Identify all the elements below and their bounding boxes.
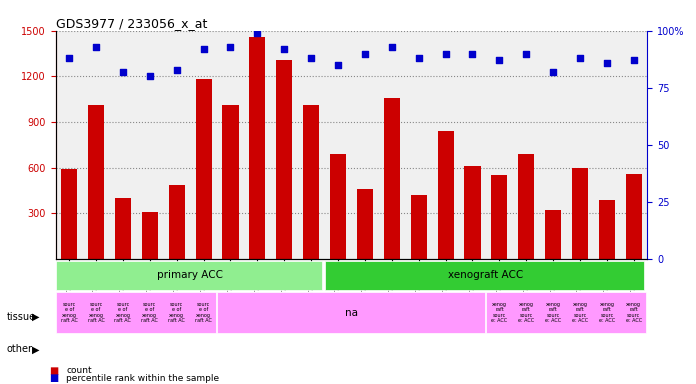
Text: GDS3977 / 233056_x_at: GDS3977 / 233056_x_at <box>56 17 207 30</box>
Bar <box>438 131 454 259</box>
Bar <box>383 98 400 259</box>
Text: sourc
e of
xenog
raft AC: sourc e of xenog raft AC <box>141 302 158 323</box>
Point <box>628 57 640 63</box>
Text: percentile rank within the sample: percentile rank within the sample <box>66 374 219 383</box>
Point <box>494 57 505 63</box>
Bar <box>464 166 480 259</box>
Text: primary ACC: primary ACC <box>157 270 223 280</box>
Text: na: na <box>345 308 358 318</box>
Bar <box>572 168 588 259</box>
Bar <box>491 175 507 259</box>
Bar <box>303 105 319 259</box>
Text: sourc
e of
xenog
raft AC: sourc e of xenog raft AC <box>88 302 104 323</box>
Text: ■: ■ <box>49 366 58 376</box>
Bar <box>357 189 373 259</box>
Point <box>521 50 532 56</box>
Point <box>144 73 155 79</box>
FancyBboxPatch shape <box>217 292 484 333</box>
Text: sourc
e of
xenog
raft AC: sourc e of xenog raft AC <box>114 302 132 323</box>
Point <box>359 50 370 56</box>
Text: sourc
e of
xenog
raft AC: sourc e of xenog raft AC <box>195 302 212 323</box>
Text: xenog
raft
sourc
e: ACC: xenog raft sourc e: ACC <box>545 302 561 323</box>
Point <box>171 66 182 73</box>
Bar <box>88 105 104 259</box>
Bar <box>411 195 427 259</box>
Text: sourc
e of
xenog
raft AC: sourc e of xenog raft AC <box>61 302 77 323</box>
Point <box>63 55 74 61</box>
Text: xenograft ACC: xenograft ACC <box>448 270 523 280</box>
Point <box>90 44 102 50</box>
Bar <box>249 37 265 259</box>
Bar <box>61 169 77 259</box>
Bar <box>223 105 239 259</box>
Text: xenog
raft
sourc
e: ACC: xenog raft sourc e: ACC <box>572 302 588 323</box>
Bar <box>168 185 184 259</box>
Point <box>225 44 236 50</box>
Text: ▶: ▶ <box>33 344 40 354</box>
Text: other: other <box>7 344 33 354</box>
Point <box>333 62 344 68</box>
Text: xenog
raft
sourc
e: ACC: xenog raft sourc e: ACC <box>519 302 535 323</box>
Point <box>601 60 612 66</box>
Bar <box>330 154 346 259</box>
Point <box>548 69 559 75</box>
Bar <box>599 200 615 259</box>
Point <box>440 50 451 56</box>
Text: xenog
raft
sourc
e: ACC: xenog raft sourc e: ACC <box>626 302 642 323</box>
FancyBboxPatch shape <box>324 261 644 290</box>
Bar <box>196 79 212 259</box>
Text: ▶: ▶ <box>33 312 40 322</box>
Point <box>118 69 129 75</box>
Point <box>278 46 290 52</box>
Text: xenog
raft
sourc
e: ACC: xenog raft sourc e: ACC <box>491 302 507 323</box>
Point <box>252 30 263 36</box>
Bar <box>626 174 642 259</box>
FancyBboxPatch shape <box>486 292 646 333</box>
Point <box>467 50 478 56</box>
Text: sourc
e of
xenog
raft AC: sourc e of xenog raft AC <box>168 302 185 323</box>
Text: count: count <box>66 366 92 375</box>
Point <box>574 55 585 61</box>
Point <box>198 46 209 52</box>
Point <box>413 55 425 61</box>
Text: xenog
raft
sourc
e: ACC: xenog raft sourc e: ACC <box>599 302 615 323</box>
Bar <box>276 60 292 259</box>
Point <box>386 44 397 50</box>
Text: ■: ■ <box>49 373 58 383</box>
FancyBboxPatch shape <box>56 292 216 333</box>
FancyBboxPatch shape <box>56 261 322 290</box>
Bar <box>142 212 158 259</box>
Bar <box>519 154 535 259</box>
Bar <box>545 210 561 259</box>
Point <box>306 55 317 61</box>
Text: tissue: tissue <box>7 312 36 322</box>
Bar <box>115 198 131 259</box>
